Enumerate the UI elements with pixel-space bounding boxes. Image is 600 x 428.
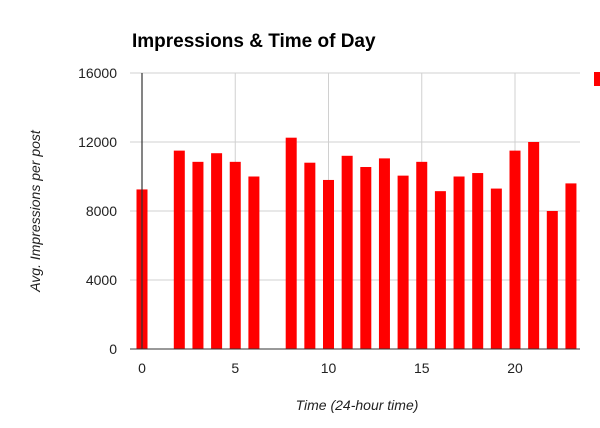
x-axis-title: Time (24-hour time)	[296, 397, 419, 413]
x-tick-label: 0	[138, 360, 146, 376]
y-axis-title: Avg. Impressions per post	[27, 129, 43, 293]
legend-swatch	[594, 72, 600, 86]
x-axis-tick-labels: 0 5 10 15 20	[138, 360, 523, 376]
y-axis-tick-labels: 0 4000 8000 12000 16000	[78, 65, 117, 357]
bar-hour-21	[528, 142, 540, 349]
bar-hour-2	[173, 150, 185, 349]
bar-hour-3	[192, 161, 204, 349]
y-tick-label: 16000	[78, 65, 117, 81]
bar-hour-19	[490, 188, 502, 349]
bar-hour-8	[285, 137, 297, 349]
y-tick-label: 12000	[78, 134, 117, 150]
bar-hour-16	[434, 191, 446, 349]
bar-hour-22	[546, 211, 558, 349]
bar-hour-10	[323, 179, 334, 349]
bar-hour-4	[211, 153, 223, 349]
bars	[136, 137, 577, 349]
bar-hour-9	[304, 162, 316, 349]
bar-hour-15	[416, 161, 428, 349]
bar-hour-11	[341, 155, 353, 349]
y-tick-label: 0	[109, 341, 117, 357]
chart-title: Impressions & Time of Day	[132, 31, 376, 52]
x-tick-label: 5	[231, 360, 239, 376]
x-tick-label: 15	[414, 360, 430, 376]
bar-hour-17	[453, 176, 465, 349]
y-tick-label: 8000	[86, 203, 117, 219]
bar-hour-12	[360, 167, 372, 349]
bar-hour-13	[378, 158, 390, 349]
y-tick-label: 4000	[86, 272, 117, 288]
bar-hour-5	[229, 161, 241, 349]
bar-hour-6	[248, 176, 260, 349]
x-tick-label: 10	[321, 360, 337, 376]
x-tick-label: 20	[507, 360, 523, 376]
bar-hour-14	[397, 175, 409, 349]
bar-hour-18	[472, 173, 484, 349]
bar-hour-23	[565, 183, 577, 349]
bar-hour-20	[509, 150, 521, 349]
